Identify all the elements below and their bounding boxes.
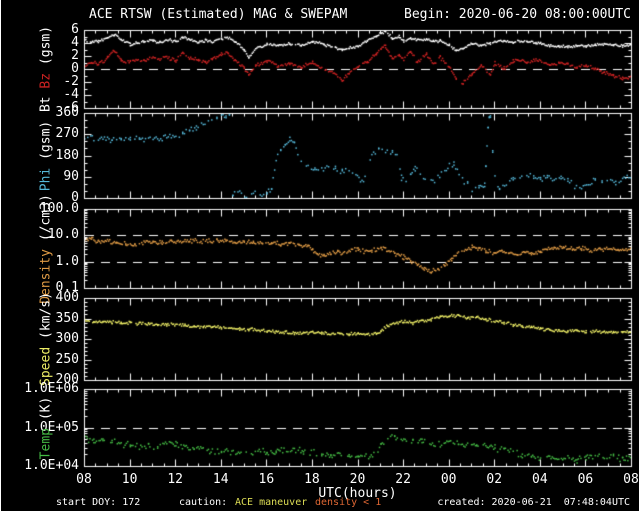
- y-tick-label: -4: [63, 87, 79, 102]
- caution-maneuver-label: ACE maneuver: [235, 497, 308, 508]
- y-tick-label: 350: [55, 310, 79, 326]
- y-tick-label: 1.0: [55, 253, 79, 269]
- bt-bz-panel-ylabel: Bt Bz (gsm): [39, 26, 54, 112]
- created-timestamp: created: 2020-06-21 07:48:04UTC: [437, 497, 630, 508]
- ylabel-part: Bz: [38, 72, 54, 89]
- x-tick-label: 12: [167, 472, 183, 487]
- ylabel-part: (km/s): [38, 292, 54, 347]
- ylabel-part: (/cm3): [38, 193, 54, 249]
- y-tick-label: 0.1: [55, 280, 79, 295]
- ylabel-part: (gsm): [38, 120, 54, 168]
- caution-density-label: density < 1: [315, 497, 382, 508]
- y-tick-label: 1.0E+06: [24, 381, 79, 396]
- temp-panel-ylabel: Temp (K): [39, 396, 54, 459]
- page-title: ACE RTSW (Estimated) MAG & SWEPAM: [89, 7, 348, 22]
- y-tick-label: 180: [55, 147, 79, 163]
- y-tick-label: 6: [71, 22, 79, 37]
- y-tick-label: 100.0: [39, 201, 79, 216]
- start-doy-label: start DOY: 172: [56, 497, 141, 508]
- y-tick-label: 360: [55, 105, 79, 120]
- y-tick-label: 90: [63, 168, 79, 184]
- begin-timestamp: Begin: 2020-06-20 08:00:00UTC: [404, 7, 631, 22]
- y-tick-label: 400: [55, 290, 79, 305]
- y-tick-label: 0: [71, 61, 79, 76]
- y-tick-label: 1.0E+05: [24, 419, 79, 435]
- y-tick-label: 270: [55, 126, 79, 142]
- y-tick-label: 1.0E+04: [24, 458, 79, 473]
- y-tick-label: -2: [63, 74, 79, 89]
- ylabel-part: (gsm): [38, 25, 54, 73]
- x-tick-label: 00: [440, 472, 457, 487]
- density-panel-ylabel: Density (/cm3): [39, 194, 54, 304]
- y-tick-label: 10.0: [47, 227, 79, 243]
- y-tick-label: 4: [71, 35, 79, 50]
- x-tick-label: 04: [532, 472, 548, 487]
- caution-label: caution:: [179, 497, 228, 508]
- y-tick-label: 200: [55, 372, 79, 387]
- y-tick-label: 300: [55, 331, 79, 346]
- phi-panel-ylabel: Phi (gsm): [39, 120, 54, 190]
- x-tick-label: 02: [486, 472, 503, 487]
- x-tick-label: 18: [304, 472, 320, 487]
- x-axis-label: UTC(hours): [318, 486, 397, 501]
- x-tick-label: 10: [121, 472, 138, 487]
- x-tick-label: 08: [76, 472, 92, 487]
- x-tick-label: 16: [258, 472, 275, 487]
- y-tick-label: 2: [71, 48, 79, 63]
- ylabel-part: Phi: [38, 167, 54, 191]
- x-tick-label: 14: [212, 472, 229, 487]
- y-tick-label: 250: [55, 351, 79, 367]
- ylabel-part: Temp: [38, 427, 54, 459]
- x-tick-label: 06: [577, 472, 594, 487]
- x-tick-label: 22: [395, 472, 411, 487]
- ylabel-part: (K): [38, 396, 54, 428]
- speed-panel-ylabel: Speed (km/s): [39, 292, 54, 386]
- x-tick-label: 20: [349, 472, 366, 487]
- y-tick-label: 0: [71, 190, 79, 205]
- y-tick-label: -6: [63, 100, 79, 115]
- x-tick-label: 08: [623, 472, 639, 487]
